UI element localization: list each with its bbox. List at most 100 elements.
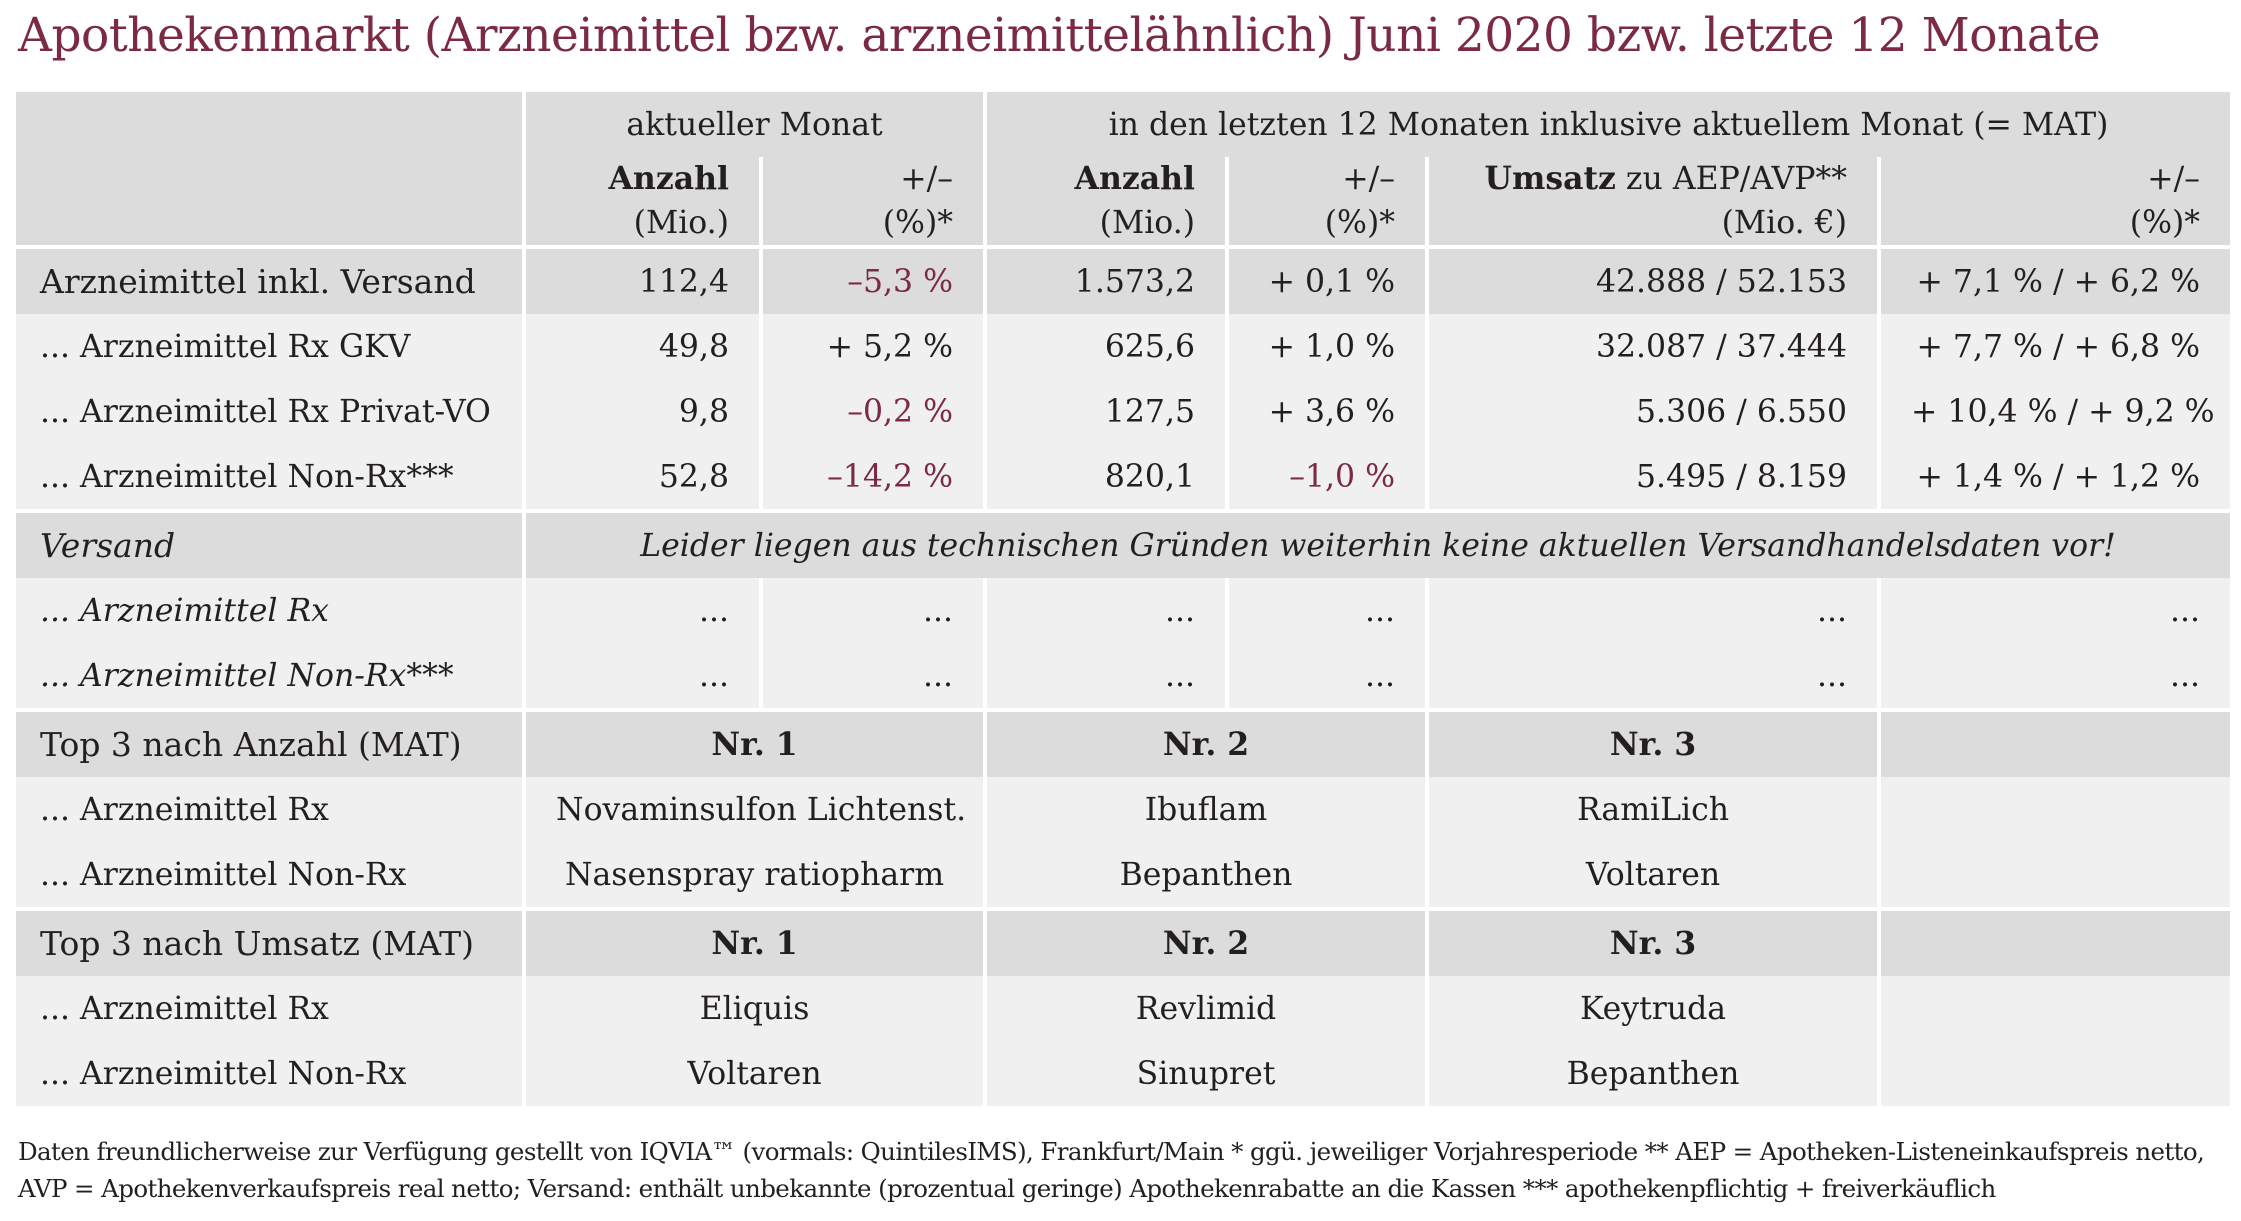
row-label: ... Arzneimittel Non-Rx xyxy=(16,1041,524,1106)
rank-3: Nr. 3 xyxy=(1425,907,1880,976)
cell-revenue-change: + 7,1 % / + 6,2 % xyxy=(1877,245,2231,314)
product-rank-3: Keytruda xyxy=(1425,976,1880,1041)
page-title: Apothekenmarkt (Arzneimittel bzw. arznei… xyxy=(18,8,2101,63)
product-rank-2: Sinupret xyxy=(983,1041,1428,1106)
market-table: aktueller Monat in den letzten 12 Monate… xyxy=(16,92,2231,1106)
cell-revenue-change: ... xyxy=(1877,578,2231,643)
product-rank-1: Voltaren xyxy=(521,1041,986,1106)
cell-count: 9,8 xyxy=(522,379,761,444)
header-current-month: aktueller Monat xyxy=(521,92,986,157)
empty-cell xyxy=(1877,842,2231,909)
header-empty-cell xyxy=(16,92,524,157)
cell-count: ... xyxy=(522,643,761,710)
cell-mat-count: 1.573,2 xyxy=(983,245,1228,314)
product-rank-3: RamiLich xyxy=(1425,777,1880,842)
rank-1: Nr. 1 xyxy=(521,708,986,777)
cell-count: 112,4 xyxy=(522,245,761,314)
top-count-header-row: Top 3 nach Anzahl (MAT) Nr. 1 Nr. 2 Nr. … xyxy=(16,708,2231,777)
cell-revenue-change: + 7,7 % / + 6,8 % xyxy=(1877,314,2231,379)
cell-mat-count: ... xyxy=(983,643,1228,710)
empty-cell xyxy=(1877,907,2231,976)
product-rank-2: Revlimid xyxy=(983,976,1428,1041)
header-revenue: Umsatz zu AEP/AVP** (Mio. €) xyxy=(1425,157,1880,247)
cell-count: ... xyxy=(522,578,761,643)
table-row: Arzneimittel inkl. Versand 112,4 –5,3 % … xyxy=(16,245,2231,314)
table-row: ... Arzneimittel Non-Rx Nasenspray ratio… xyxy=(16,842,2231,909)
cell-change: –14,2 % xyxy=(758,444,986,511)
cell-mat-count: 625,6 xyxy=(983,314,1228,379)
header-count: Anzahl (Mio.) xyxy=(522,157,761,247)
cell-change: –5,3 % xyxy=(758,245,986,314)
product-rank-1: Nasenspray ratiopharm xyxy=(521,842,986,909)
cell-change: + 5,2 % xyxy=(758,314,986,379)
cell-revenue: 42.888 / 52.153 xyxy=(1425,245,1880,314)
rank-2: Nr. 2 xyxy=(983,708,1428,777)
cell-change: ... xyxy=(758,578,986,643)
cell-revenue: 5.306 / 6.550 xyxy=(1425,379,1880,444)
table-row: ... Arzneimittel Rx ... ... ... ... ... … xyxy=(16,578,2231,643)
footnote-line-2: AVP = Apothekenverkaufspreis real netto;… xyxy=(18,1174,1996,1203)
row-label: Arzneimittel inkl. Versand xyxy=(16,245,524,314)
versand-notice: Leider liegen aus technischen Gründen we… xyxy=(521,509,2231,578)
cell-mat-count: 127,5 xyxy=(983,379,1228,444)
product-rank-1: Novaminsulfon Lichtenst. xyxy=(521,777,986,842)
row-label: ... Arzneimittel Rx Privat-VO xyxy=(16,379,524,444)
footnote-line-1: Daten freundlicherweise zur Verfügung ge… xyxy=(18,1137,2205,1166)
footnote: Daten freundlicherweise zur Verfügung ge… xyxy=(18,1133,2205,1207)
cell-revenue: ... xyxy=(1425,643,1880,710)
cell-mat-change: –1,0 % xyxy=(1225,444,1428,511)
empty-cell xyxy=(1877,1041,2231,1106)
header-revenue-change: +/– (%)* xyxy=(1877,157,2231,247)
table-row: ... Arzneimittel Rx Novaminsulfon Lichte… xyxy=(16,777,2231,842)
rank-1: Nr. 1 xyxy=(521,907,986,976)
row-label: ... Arzneimittel Non-Rx*** xyxy=(16,643,524,710)
cell-mat-change: ... xyxy=(1225,643,1428,710)
versand-row: Versand Leider liegen aus technischen Gr… xyxy=(16,509,2231,578)
cell-revenue-change: + 1,4 % / + 1,2 % xyxy=(1877,444,2231,511)
header-change: +/– (%)* xyxy=(758,157,986,247)
row-label: Versand xyxy=(16,509,524,578)
header-empty-cell xyxy=(16,157,524,247)
table-row: ... Arzneimittel Non-Rx*** ... ... ... .… xyxy=(16,643,2231,710)
cell-count: 52,8 xyxy=(522,444,761,511)
product-rank-1: Eliquis xyxy=(521,976,986,1041)
rank-3: Nr. 3 xyxy=(1425,708,1880,777)
cell-mat-count: ... xyxy=(983,578,1228,643)
empty-cell xyxy=(1877,976,2231,1041)
header-mat: in den letzten 12 Monaten inklusive aktu… xyxy=(983,92,2231,157)
product-rank-3: Voltaren xyxy=(1425,842,1880,909)
cell-count: 49,8 xyxy=(522,314,761,379)
row-label: Top 3 nach Umsatz (MAT) xyxy=(16,907,524,976)
cell-change: –0,2 % xyxy=(758,379,986,444)
header-row-groups: aktueller Monat in den letzten 12 Monate… xyxy=(16,92,2231,157)
empty-cell xyxy=(1877,708,2231,777)
product-rank-2: Bepanthen xyxy=(983,842,1428,909)
cell-revenue: ... xyxy=(1425,578,1880,643)
row-label: ... Arzneimittel Non-Rx*** xyxy=(16,444,524,511)
empty-cell xyxy=(1877,777,2231,842)
row-label: ... Arzneimittel Rx xyxy=(16,578,524,643)
row-label: Top 3 nach Anzahl (MAT) xyxy=(16,708,524,777)
cell-revenue: 32.087 / 37.444 xyxy=(1425,314,1880,379)
cell-mat-change: ... xyxy=(1225,578,1428,643)
row-label: ... Arzneimittel Rx xyxy=(16,777,524,842)
cell-revenue-change: + 10,4 % / + 9,2 % xyxy=(1877,379,2231,444)
rank-2: Nr. 2 xyxy=(983,907,1428,976)
cell-revenue-change: ... xyxy=(1877,643,2231,710)
table-row: ... Arzneimittel Rx Privat-VO 9,8 –0,2 %… xyxy=(16,379,2231,444)
cell-change: ... xyxy=(758,643,986,710)
cell-revenue: 5.495 / 8.159 xyxy=(1425,444,1880,511)
table-row: ... Arzneimittel Non-Rx Voltaren Sinupre… xyxy=(16,1041,2231,1106)
cell-mat-change: + 3,6 % xyxy=(1225,379,1428,444)
product-rank-3: Bepanthen xyxy=(1425,1041,1880,1106)
table-row: ... Arzneimittel Rx Eliquis Revlimid Key… xyxy=(16,976,2231,1041)
header-row-columns: Anzahl (Mio.) +/– (%)* Anzahl (Mio.) +/– (%)… xyxy=(16,157,2231,247)
top-revenue-header-row: Top 3 nach Umsatz (MAT) Nr. 1 Nr. 2 Nr. … xyxy=(16,907,2231,976)
row-label: ... Arzneimittel Non-Rx xyxy=(16,842,524,909)
cell-mat-change: + 1,0 % xyxy=(1225,314,1428,379)
row-label: ... Arzneimittel Rx GKV xyxy=(16,314,524,379)
header-mat-count: Anzahl (Mio.) xyxy=(983,157,1228,247)
cell-mat-count: 820,1 xyxy=(983,444,1228,511)
cell-mat-change: + 0,1 % xyxy=(1225,245,1428,314)
table-row: ... Arzneimittel Non-Rx*** 52,8 –14,2 % … xyxy=(16,444,2231,511)
